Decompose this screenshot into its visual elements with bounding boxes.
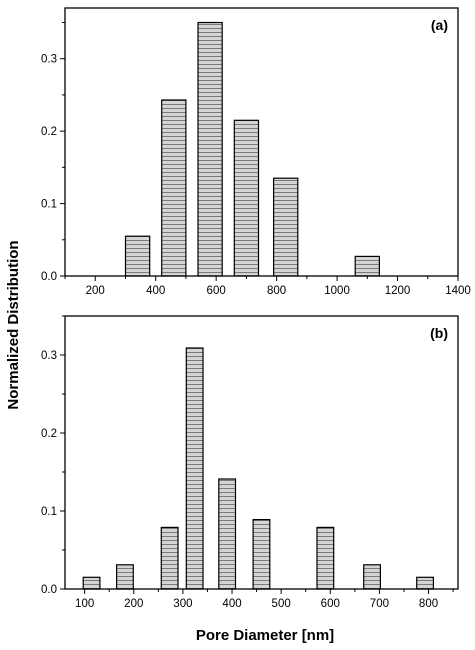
bar-b-4 (185, 347, 204, 590)
bar-b-1 (82, 576, 101, 590)
x-tick-label-a-1400: 1400 (445, 285, 471, 297)
bar-a-6 (354, 255, 381, 277)
x-tick-label-a-800: 800 (267, 285, 286, 297)
x-tick-label-a-200: 200 (86, 285, 105, 297)
x-tick-label-a-600: 600 (207, 285, 226, 297)
y-axis-title: Normalized Distribution (5, 240, 22, 409)
x-tick-label-a-1200: 1200 (385, 285, 411, 297)
y-tick-label-b-1: 0.1 (41, 506, 57, 518)
bar-b-2 (115, 564, 134, 590)
bar-b-5 (218, 478, 237, 590)
panel-label-b: (b) (430, 325, 448, 341)
panel-a: 200 400 600 800 1000 1200 1400 0.0 0.1 0.2 0.3 (a) (41, 7, 471, 297)
y-tick-label-a-3: 0.3 (41, 54, 57, 66)
panel-b: 100 200 300 400 500 600 700 800 0.0 0.1 0.2 0.3 (b) (41, 315, 459, 610)
y-tick-label-a-1: 0.1 (41, 199, 57, 211)
y-tick-label-b-2: 0.2 (41, 428, 57, 440)
x-tick-label-b-800: 800 (419, 598, 438, 610)
x-tick-label-a-400: 400 (146, 285, 165, 297)
x-tick-label-b-200: 200 (124, 598, 143, 610)
x-tick-label-b-600: 600 (321, 598, 340, 610)
bar-a-3 (197, 21, 223, 277)
bar-a-2 (161, 99, 187, 277)
y-tick-label-a-2: 0.2 (41, 126, 57, 138)
bar-b-9 (416, 576, 435, 590)
x-tick-label-b-400: 400 (222, 598, 241, 610)
panel-label-a: (a) (431, 17, 448, 33)
x-tick-label-b-700: 700 (370, 598, 389, 610)
x-axis-title: Pore Diameter [nm] (196, 627, 334, 644)
bar-b-3 (160, 526, 179, 590)
y-tick-label-b-0: 0.0 (41, 584, 57, 596)
bar-b-8 (363, 564, 382, 590)
y-tick-label-b-3: 0.3 (41, 350, 57, 362)
x-tick-label-b-500: 500 (272, 598, 291, 610)
bar-b-6 (252, 518, 271, 590)
bar-a-1 (124, 235, 151, 277)
bar-b-7 (316, 526, 335, 590)
x-tick-label-b-100: 100 (75, 598, 94, 610)
x-tick-label-b-300: 300 (173, 598, 192, 610)
plot-frame-b (64, 315, 459, 590)
bar-a-4 (233, 119, 260, 277)
plot-frame-a (64, 7, 459, 277)
x-tick-label-a-1000: 1000 (324, 285, 350, 297)
bar-a-5 (273, 177, 299, 277)
y-tick-label-a-0: 0.0 (41, 271, 57, 283)
